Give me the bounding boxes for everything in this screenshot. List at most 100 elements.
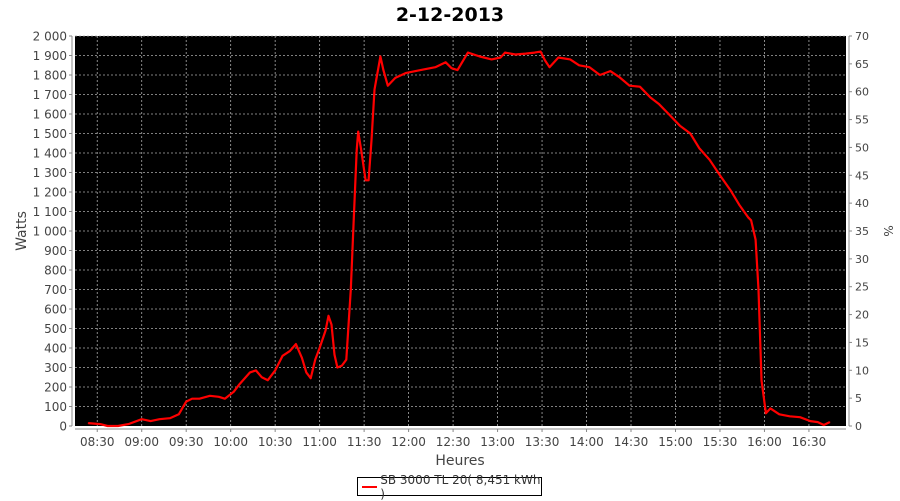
data-point [569, 58, 571, 61]
data-point [491, 58, 493, 61]
data-point [127, 423, 129, 425]
data-point [141, 418, 143, 420]
data-point [747, 216, 749, 218]
data-point [289, 350, 291, 352]
data-point [445, 61, 447, 63]
y-tick-label: 500 [44, 322, 67, 336]
data-point [314, 359, 316, 361]
data-point [99, 423, 101, 425]
y2-tick-label: 55 [855, 114, 869, 127]
data-point [301, 357, 303, 359]
x-tick-label: 13:00 [480, 435, 515, 449]
data-point [451, 67, 453, 69]
y-tick-label: 600 [44, 303, 67, 317]
data-point [539, 51, 542, 53]
y2-tick-label: 60 [855, 86, 869, 99]
x-tick-label: 12:30 [436, 435, 471, 449]
x-tick-label: 16:30 [792, 435, 827, 449]
data-point [117, 425, 119, 427]
y-tick-label: 100 [44, 400, 67, 414]
x-tick-label: 15:30 [703, 435, 738, 449]
y-tick-label: 800 [44, 264, 67, 278]
data-point [198, 398, 201, 400]
data-point [719, 174, 721, 177]
data-point [324, 329, 327, 332]
data-point [628, 85, 631, 87]
x-tick-label: 12:00 [391, 435, 426, 449]
y-tick-label: 2 000 [33, 30, 67, 44]
data-point [267, 379, 269, 381]
data-point [310, 377, 312, 379]
data-point [379, 55, 382, 58]
data-point [534, 51, 536, 54]
y-tick-label: 1 000 [33, 225, 67, 239]
data-point [333, 354, 336, 356]
data-point [679, 125, 681, 127]
legend: SB 3000 TL 20( 8,451 kWh ) [357, 473, 542, 501]
x-tick-label: 15:00 [658, 435, 693, 449]
data-point [319, 347, 321, 349]
data-point [708, 159, 711, 161]
y2-tick-label: 15 [855, 336, 869, 349]
x-axis: 08:30 09:00 09:30 10:00 10:30 11:00 11:30 12:00… [75, 428, 846, 449]
y2-tick-label: 40 [855, 197, 869, 210]
y-tick-label: 200 [44, 381, 67, 395]
data-point [557, 56, 559, 59]
data-point [698, 147, 700, 149]
y2-tick-label: 70 [855, 30, 869, 43]
y-axis: 0 100 200 300 400 500 600 700 800 900 1 000 1 100 1 … [33, 30, 73, 434]
data-point [158, 418, 161, 420]
y-tick-label: 1 800 [33, 69, 67, 83]
data-point [350, 288, 352, 291]
y-tick-label: 400 [44, 342, 67, 356]
data-point [456, 69, 459, 71]
data-point [405, 72, 407, 74]
data-point [87, 422, 89, 424]
data-point [281, 355, 284, 357]
data-point [336, 366, 339, 369]
chart-title: 2-12-2013 [396, 4, 504, 26]
y2-axis-label: % [881, 225, 895, 236]
data-point [668, 114, 671, 116]
x-tick-label: 14:00 [569, 435, 604, 449]
data-point [419, 69, 422, 71]
y2-tick-label: 45 [855, 169, 869, 182]
data-point [218, 396, 220, 398]
data-point [829, 421, 831, 423]
data-point [261, 376, 263, 378]
grid [75, 35, 846, 426]
x-tick-label: 09:00 [124, 435, 159, 449]
y2-tick-label: 65 [855, 58, 869, 71]
y-tick-label: 900 [44, 244, 67, 258]
data-point [255, 369, 257, 372]
y-tick-label: 1 100 [33, 205, 67, 219]
x-tick-label: 10:00 [213, 435, 248, 449]
data-point [434, 66, 436, 68]
x-tick-label: 16:00 [747, 435, 782, 449]
data-point [387, 85, 389, 87]
data-point [544, 59, 546, 61]
data-point [760, 379, 763, 381]
y-axis-label: Watts [14, 211, 30, 251]
data-point [185, 401, 187, 403]
data-point [525, 52, 527, 55]
data-point [382, 69, 384, 71]
data-point [778, 413, 780, 415]
series-lines [87, 50, 831, 428]
data-point [609, 70, 611, 72]
data-point [169, 417, 171, 419]
data-point [817, 421, 819, 423]
data-point [649, 96, 651, 99]
data-point [178, 413, 180, 415]
data-point [504, 51, 506, 54]
data-point [373, 89, 376, 91]
x-tick-label: 08:30 [80, 435, 115, 449]
data-point [599, 74, 601, 76]
y-tick-label: 1 400 [33, 147, 67, 161]
y-tick-label: 1 200 [33, 186, 67, 200]
y-tick-label: 1 600 [33, 108, 67, 122]
data-point [658, 103, 660, 105]
x-tick-label: 09:30 [169, 435, 204, 449]
data-point [305, 371, 307, 373]
x-tick-label: 14:30 [614, 435, 649, 449]
